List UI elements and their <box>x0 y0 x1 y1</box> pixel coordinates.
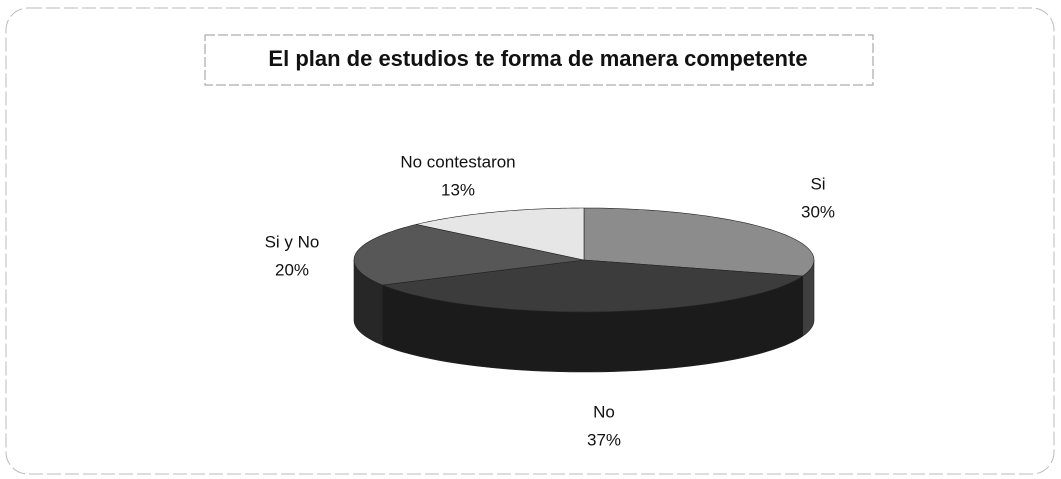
pie-slice <box>416 207 585 261</box>
title-box <box>204 34 874 86</box>
pie-slice <box>583 207 815 277</box>
pie-slice <box>382 259 804 313</box>
chart-title: El plan de estudios te forma de manera c… <box>268 46 807 71</box>
slice-value-label: 30% <box>801 202 835 221</box>
slice-value-label: 20% <box>275 260 309 279</box>
slice-label: No <box>593 402 615 421</box>
pie <box>353 207 815 373</box>
slice-label: Si y No <box>265 232 320 251</box>
slice-value-label: 37% <box>587 430 621 449</box>
slice-label: No contestaron <box>400 152 515 171</box>
slice-label: Si <box>810 174 825 193</box>
pie-slice <box>353 224 585 286</box>
slice-value-label: 13% <box>441 180 475 199</box>
chart-frame <box>5 7 1055 475</box>
